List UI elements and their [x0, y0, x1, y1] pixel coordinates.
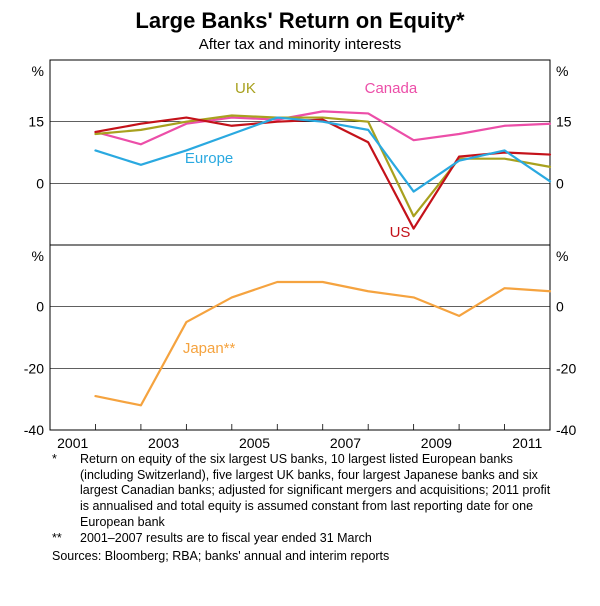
footnote-text: 2001–2007 results are to fiscal year end…	[80, 531, 552, 547]
svg-text:-20: -20	[556, 360, 576, 376]
svg-text:2005: 2005	[239, 435, 270, 451]
svg-text:2001: 2001	[57, 435, 88, 451]
svg-text:0: 0	[36, 175, 44, 191]
footnote-row: **2001–2007 results are to fiscal year e…	[52, 531, 552, 547]
svg-text:Japan**: Japan**	[183, 340, 236, 357]
svg-text:Europe: Europe	[185, 150, 233, 167]
svg-text:%: %	[556, 248, 568, 264]
footnote-sources: Sources: Bloomberg; RBA; banks' annual a…	[52, 549, 552, 565]
svg-text:-20: -20	[24, 360, 44, 376]
svg-text:0: 0	[556, 175, 564, 191]
svg-text:0: 0	[36, 299, 44, 315]
svg-text:%: %	[32, 63, 44, 79]
svg-text:%: %	[32, 248, 44, 264]
footnote-row: *Return on equity of the six largest US …	[52, 452, 552, 530]
chart-container: Large Banks' Return on Equity* After tax…	[0, 0, 600, 606]
svg-text:-40: -40	[24, 422, 44, 438]
svg-text:2007: 2007	[330, 435, 361, 451]
svg-text:15: 15	[28, 114, 44, 130]
footnote-marker: *	[52, 452, 80, 530]
svg-text:UK: UK	[235, 80, 256, 97]
svg-text:2011: 2011	[512, 435, 542, 451]
footnote-marker: **	[52, 531, 80, 547]
footnotes: *Return on equity of the six largest US …	[52, 452, 552, 564]
svg-text:US: US	[390, 224, 411, 241]
svg-text:15: 15	[556, 114, 572, 130]
svg-text:0: 0	[556, 299, 564, 315]
svg-text:2009: 2009	[421, 435, 452, 451]
svg-text:-40: -40	[556, 422, 576, 438]
svg-text:2003: 2003	[148, 435, 179, 451]
svg-text:Canada: Canada	[365, 80, 418, 97]
footnote-text: Return on equity of the six largest US b…	[80, 452, 552, 530]
svg-text:%: %	[556, 63, 568, 79]
